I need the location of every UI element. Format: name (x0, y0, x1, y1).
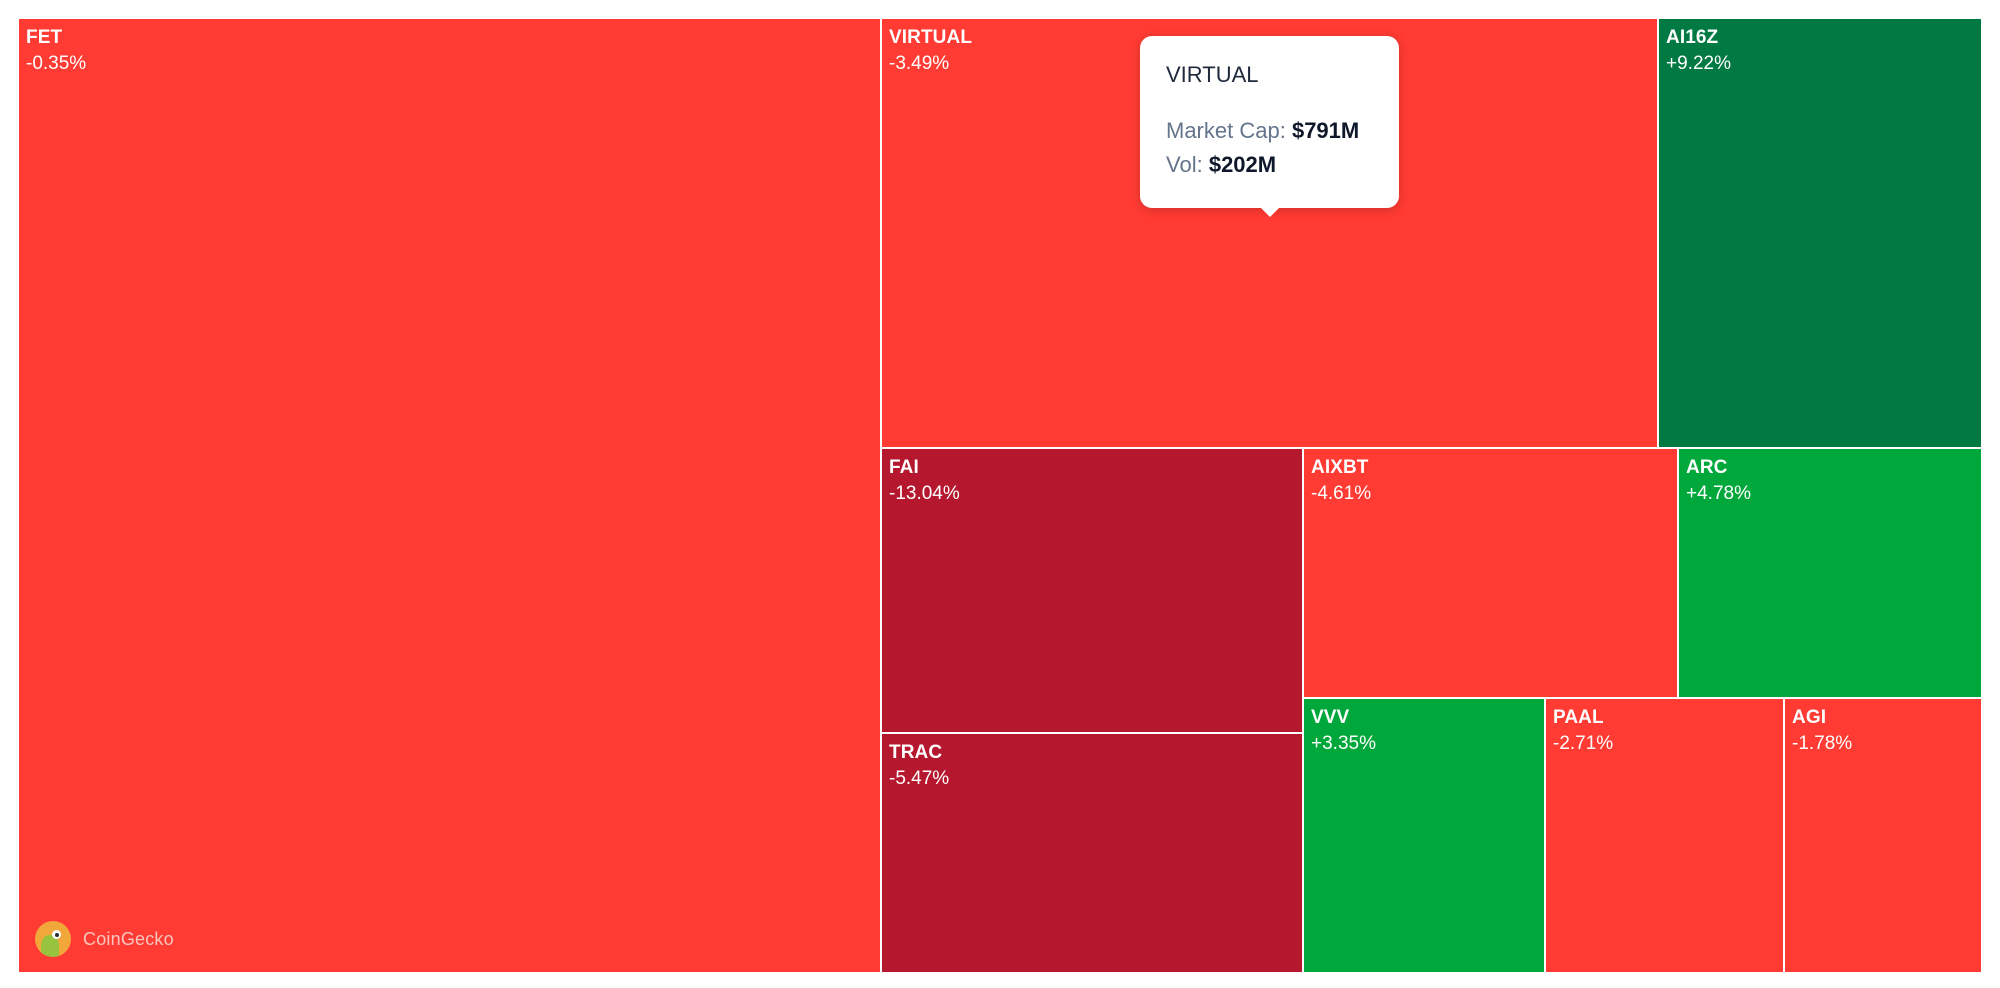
tile-symbol: FET (26, 27, 63, 48)
tooltip-market-cap: Market Cap: $791M (1166, 114, 1373, 148)
tile-fai[interactable]: FAI -13.04% (881, 448, 1303, 733)
tooltip-arrow (1260, 207, 1280, 217)
tile-symbol: AI16Z (1666, 27, 1719, 48)
tile-change: -13.04% (889, 483, 960, 504)
tile-symbol: TRAC (889, 742, 943, 763)
tile-symbol: VVV (1311, 707, 1350, 728)
tile-symbol: AGI (1792, 707, 1827, 728)
tile-change: -1.78% (1792, 733, 1853, 754)
tile-symbol: PAAL (1553, 707, 1604, 728)
tooltip-market-cap-label: Market Cap: (1166, 118, 1286, 143)
tile-arc[interactable]: ARC +4.78% (1678, 448, 1982, 698)
tooltip-vol-value: $202M (1208, 152, 1277, 177)
tooltip-vol: Vol: $202M (1166, 148, 1373, 182)
tile-aixbt[interactable]: AIXBT -4.61% (1303, 448, 1678, 698)
tile-symbol: ARC (1686, 457, 1728, 478)
coingecko-logo-icon (35, 921, 71, 957)
tooltip-market-cap-value: $791M (1291, 118, 1360, 143)
tile-symbol: AIXBT (1311, 457, 1369, 478)
tile-ai16z[interactable]: AI16Z +9.22% (1658, 18, 1982, 448)
tile-trac[interactable]: TRAC -5.47% (881, 733, 1303, 973)
tile-symbol: FAI (889, 457, 919, 478)
tooltip-title: VIRTUAL (1166, 62, 1259, 87)
tooltip-vol-label: Vol: (1166, 152, 1203, 177)
tile-change: +4.78% (1686, 483, 1751, 504)
tile-paal[interactable]: PAAL -2.71% (1545, 698, 1784, 973)
tile-fet[interactable]: FET -0.35% (18, 18, 881, 973)
tile-agi[interactable]: AGI -1.78% (1784, 698, 1982, 973)
brand-name: CoinGecko (83, 928, 174, 949)
tile-change: -3.49% (889, 53, 950, 74)
tile-vvv[interactable]: VVV +3.35% (1303, 698, 1545, 973)
tile-change: -0.35% (26, 53, 87, 74)
tile-symbol: VIRTUAL (889, 27, 973, 48)
tooltip: VIRTUAL Market Cap: $791M Vol: $202M (1140, 36, 1399, 217)
treemap-chart: FET -0.35% VIRTUAL -3.49% AI16Z +9.22% F… (18, 18, 1982, 973)
tile-change: -2.71% (1553, 733, 1614, 754)
tile-change: -4.61% (1311, 483, 1372, 504)
brand-watermark: CoinGecko (35, 920, 174, 958)
tile-change: -5.47% (889, 768, 950, 789)
tile-change: +9.22% (1666, 53, 1731, 74)
tile-change: +3.35% (1311, 733, 1376, 754)
